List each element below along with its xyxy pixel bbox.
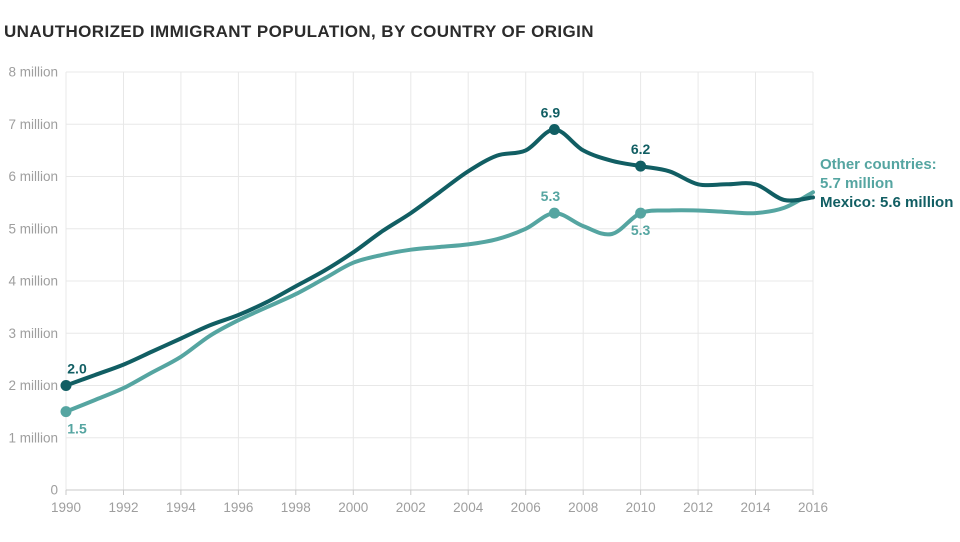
y-axis-label: 2 million <box>8 378 58 393</box>
annotation-other-countries: Other countries: 5.7 million <box>820 155 937 193</box>
x-axis-label: 1996 <box>223 500 253 515</box>
x-axis-label: 1990 <box>51 500 81 515</box>
annotation-mexico: Mexico: 5.6 million <box>820 194 954 211</box>
x-axis-label: 2012 <box>683 500 713 515</box>
y-axis-label: 8 million <box>8 65 58 80</box>
x-axis-label: 2014 <box>740 500 771 515</box>
marker-dot-mexico-2010 <box>635 160 647 172</box>
x-axis-label: 2000 <box>338 500 368 515</box>
marker-dot-mexico-2007 <box>548 124 560 135</box>
point-label: 6.9 <box>541 105 561 121</box>
x-axis-label: 2016 <box>798 500 828 515</box>
line-mexico <box>64 127 815 388</box>
x-axis-label: 2010 <box>626 500 656 515</box>
x-axis-label: 2008 <box>568 500 598 515</box>
chart-title: UNAUTHORIZED IMMIGRANT POPULATION, BY CO… <box>4 22 594 41</box>
x-axis-label: 1994 <box>166 500 197 515</box>
x-axis-label: 2006 <box>511 500 541 515</box>
marker-dot-mexico-1990 <box>60 380 72 391</box>
point-label: 5.3 <box>541 188 561 204</box>
point-label: 1.5 <box>67 421 87 437</box>
x-axis-label: 1992 <box>108 500 138 515</box>
x-axis-label: 2004 <box>453 500 484 515</box>
annotation-other-countries-value: 5.7 million <box>820 175 894 192</box>
y-axis-label: 3 million <box>8 326 58 341</box>
marker-dot-other-countries-1990 <box>60 406 72 418</box>
point-label: 2.0 <box>67 361 87 377</box>
point-label: 6.2 <box>631 141 651 157</box>
y-axis-label: 4 million <box>8 274 58 289</box>
x-axis-label: 2002 <box>396 500 426 515</box>
y-axis-label: 0 <box>50 483 58 498</box>
point-label: 5.3 <box>631 222 651 238</box>
y-axis-label: 1 million <box>8 430 58 445</box>
x-axis-label: 1998 <box>281 500 311 515</box>
y-axis-label: 5 million <box>8 221 58 236</box>
annotation-other-countries-name: Other countries: <box>820 156 937 173</box>
y-axis-label: 7 million <box>8 117 58 132</box>
y-axis-label: 6 million <box>8 169 58 184</box>
marker-dot-other-countries-2007 <box>548 207 560 219</box>
line-other-countries <box>64 190 815 414</box>
marker-dot-other-countries-2010 <box>635 207 647 219</box>
